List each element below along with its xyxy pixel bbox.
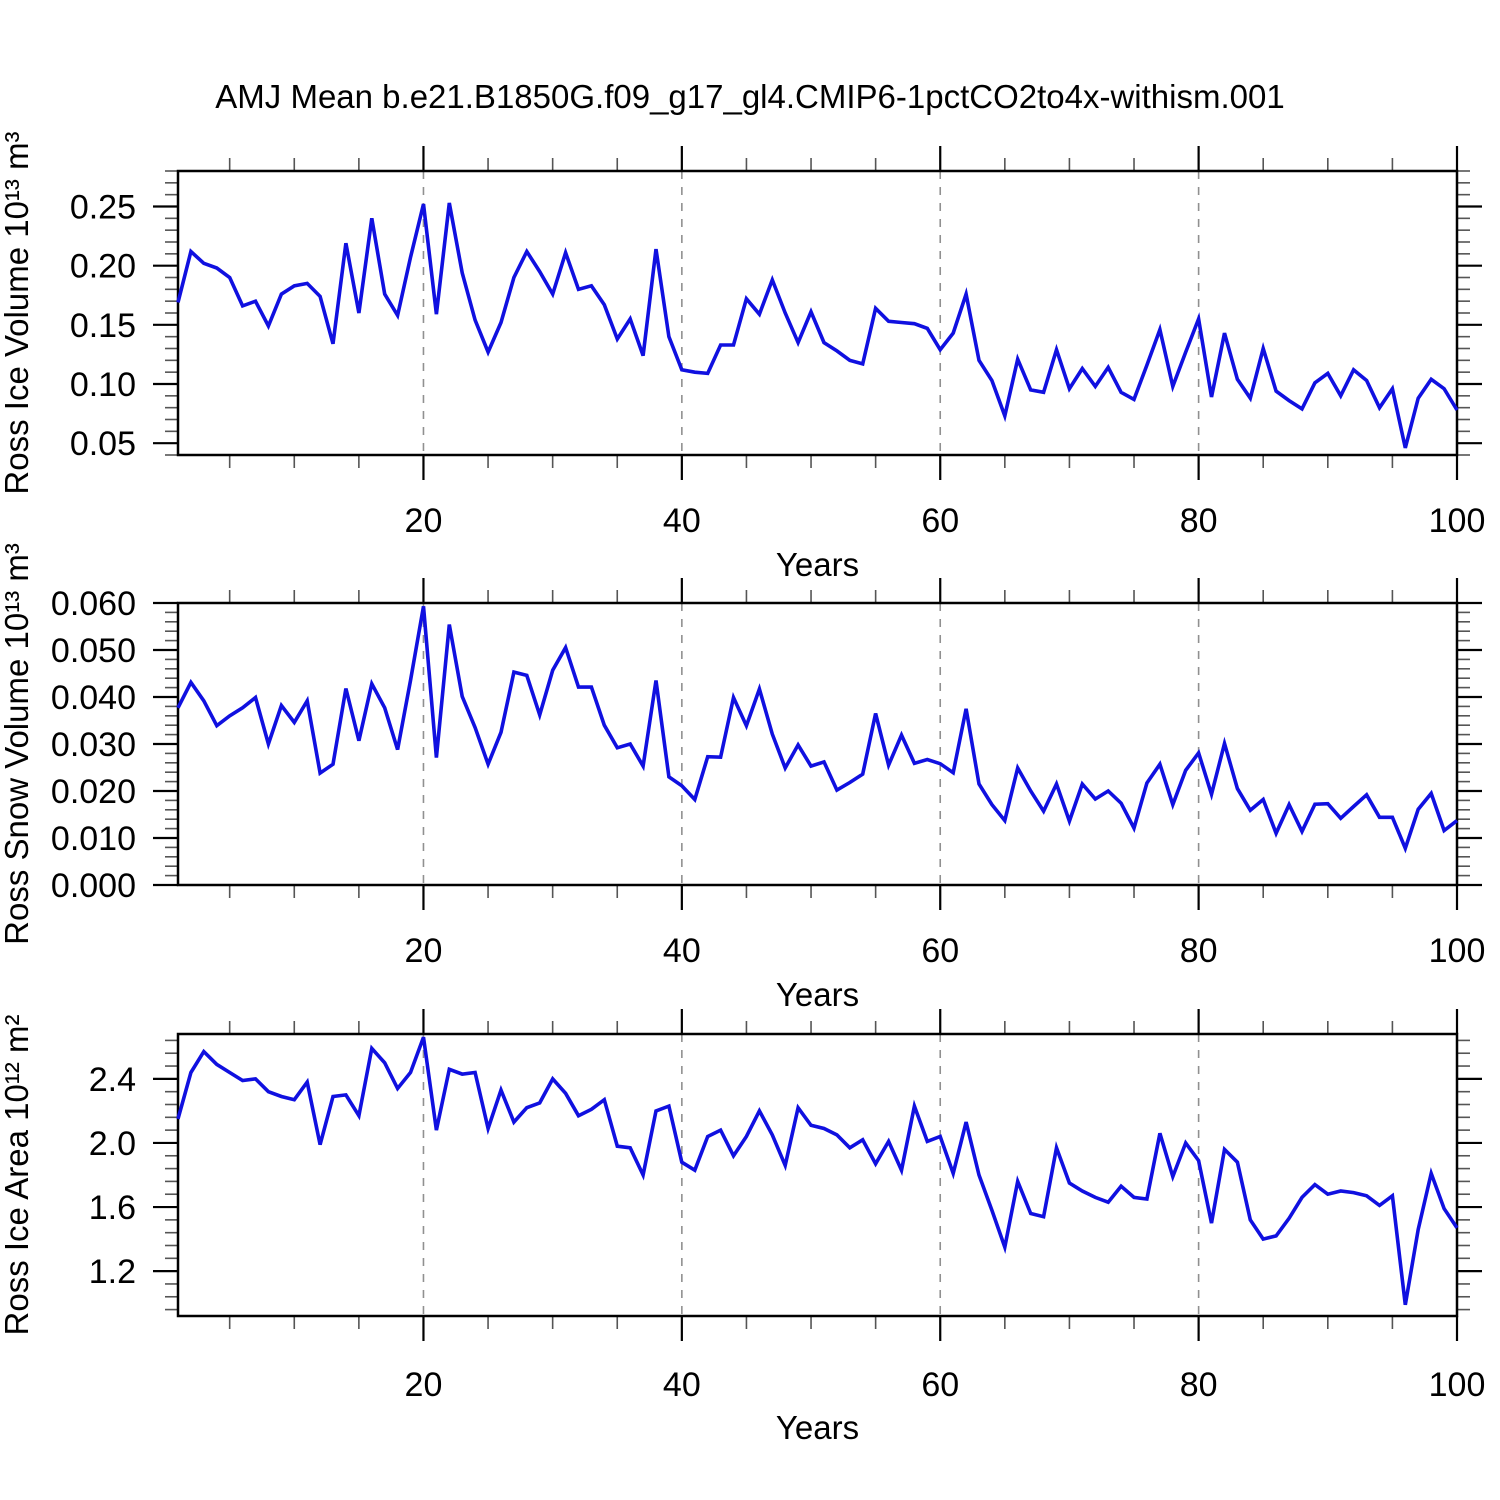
svg-text:20: 20 [405,932,443,970]
panel-2-x-axis-title: Years [776,976,859,1013]
svg-text:0.15: 0.15 [70,307,136,345]
panel-3-gridlines [422,1034,1200,1316]
panel-3-series-line [176,1036,1459,1306]
svg-text:60: 60 [921,932,959,970]
panel-2-ytick-labels: 0.000 0.010 0.020 0.030 0.040 0.050 0.060 [51,585,136,905]
svg-text:100: 100 [1429,1366,1486,1404]
panel-3-xtick-labels: 20 40 60 80 100 [405,1366,1486,1404]
panel-3-ytick-labels: 1.2 1.6 2.0 2.4 [89,1061,136,1291]
svg-text:2.4: 2.4 [89,1061,136,1099]
panel-1-xtick-labels: 20 40 60 80 100 [405,502,1486,540]
panel-2-series-line [176,605,1459,854]
svg-text:0.25: 0.25 [70,189,136,227]
panel-2-ticks [153,578,1482,910]
svg-text:0.05: 0.05 [70,425,136,463]
svg-text:0.10: 0.10 [70,366,136,404]
panel-2-y-axis-title: Ross Snow Volume 10¹³ m³ [0,543,35,945]
panel-3-frame [176,1032,1459,1318]
svg-text:2.0: 2.0 [89,1125,136,1163]
svg-text:0.010: 0.010 [51,820,136,858]
panel-2-frame [176,601,1459,887]
page-title: AMJ Mean b.e21.B1850G.f09_g17_gl4.CMIP6-… [215,78,1285,115]
svg-text:80: 80 [1180,932,1218,970]
svg-text:60: 60 [921,502,959,540]
panel-3: 1.2 1.6 2.0 2.4 20 40 60 80 100 Years Ross Ice Are… [0,1009,1485,1446]
panel-1-ytick-labels: 0.05 0.10 0.15 0.20 0.25 [70,189,136,464]
panel-2-gridlines [422,603,1200,885]
svg-text:40: 40 [663,932,701,970]
svg-text:40: 40 [663,1366,701,1404]
svg-text:0.060: 0.060 [51,585,136,623]
svg-text:0.000: 0.000 [51,867,136,905]
svg-text:60: 60 [921,1366,959,1404]
panel-2-xtick-labels: 20 40 60 80 100 [405,932,1486,970]
svg-text:80: 80 [1180,502,1218,540]
panel-3-y-axis-title: Ross Ice Area 10¹² m² [0,1015,35,1336]
svg-text:80: 80 [1180,1366,1218,1404]
panel-1-series-line [176,202,1459,449]
svg-text:1.6: 1.6 [89,1189,136,1227]
svg-text:0.020: 0.020 [51,773,136,811]
svg-text:20: 20 [405,502,443,540]
svg-text:1.2: 1.2 [89,1253,136,1291]
svg-text:40: 40 [663,502,701,540]
panel-1-y-axis-title: Ross Ice Volume 10¹³ m³ [0,131,35,494]
panel-1-frame [176,169,1459,457]
panel-2: 0.000 0.010 0.020 0.030 0.040 0.050 0.060 20 40 6… [0,543,1485,1013]
svg-text:0.20: 0.20 [70,248,136,286]
panel-1-x-axis-title: Years [776,546,859,583]
svg-text:0.050: 0.050 [51,632,136,670]
panel-1: 0.05 0.10 0.15 0.20 0.25 20 40 60 80 100 Years Ross… [0,131,1485,583]
panel-3-x-axis-title: Years [776,1409,859,1446]
svg-text:100: 100 [1429,502,1486,540]
panel-1-ticks [153,146,1482,480]
panel-3-ticks [153,1009,1482,1341]
svg-text:0.030: 0.030 [51,726,136,764]
svg-text:20: 20 [405,1366,443,1404]
svg-text:100: 100 [1429,932,1486,970]
svg-text:0.040: 0.040 [51,679,136,717]
